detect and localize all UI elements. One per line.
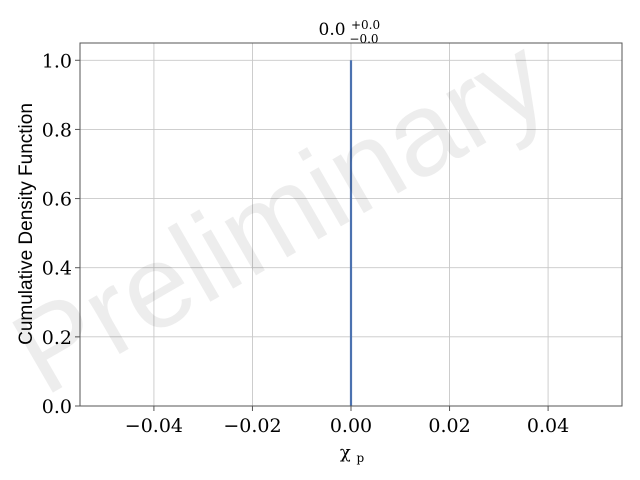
y-tick-label: 0.0 [42, 396, 72, 418]
y-tick-label: 0.4 [42, 258, 72, 280]
x-tick-label: −0.04 [125, 415, 183, 437]
y-axis-label: Cumulative Density Function [16, 103, 37, 345]
x-tick-label: 0.00 [330, 415, 372, 437]
y-tick-label: 0.6 [42, 189, 72, 211]
x-tick-label: 0.04 [527, 415, 569, 437]
y-tick-label: 0.8 [42, 119, 72, 141]
x-axis-label: χ p [340, 442, 365, 465]
title-base: 0.0 [319, 20, 346, 40]
x-tick-label: 0.02 [428, 415, 470, 437]
x-axis-label-main: χ [340, 442, 351, 463]
y-axis-ticks: 0.0 0.2 0.4 0.6 0.8 1.0 [42, 50, 80, 418]
title-superscript: +0.0 [351, 18, 380, 32]
watermark: Preliminary [0, 11, 569, 420]
y-tick-label: 0.2 [42, 327, 72, 349]
y-tick-label: 1.0 [42, 50, 72, 72]
x-tick-label: −0.02 [223, 415, 281, 437]
x-axis-label-subscript: p [356, 451, 364, 465]
title-subscript: −0.0 [349, 32, 378, 46]
chart-title: 0.0 +0.0 −0.0 [319, 14, 386, 46]
x-axis-ticks: −0.04 −0.02 0.00 0.02 0.04 [125, 406, 569, 437]
